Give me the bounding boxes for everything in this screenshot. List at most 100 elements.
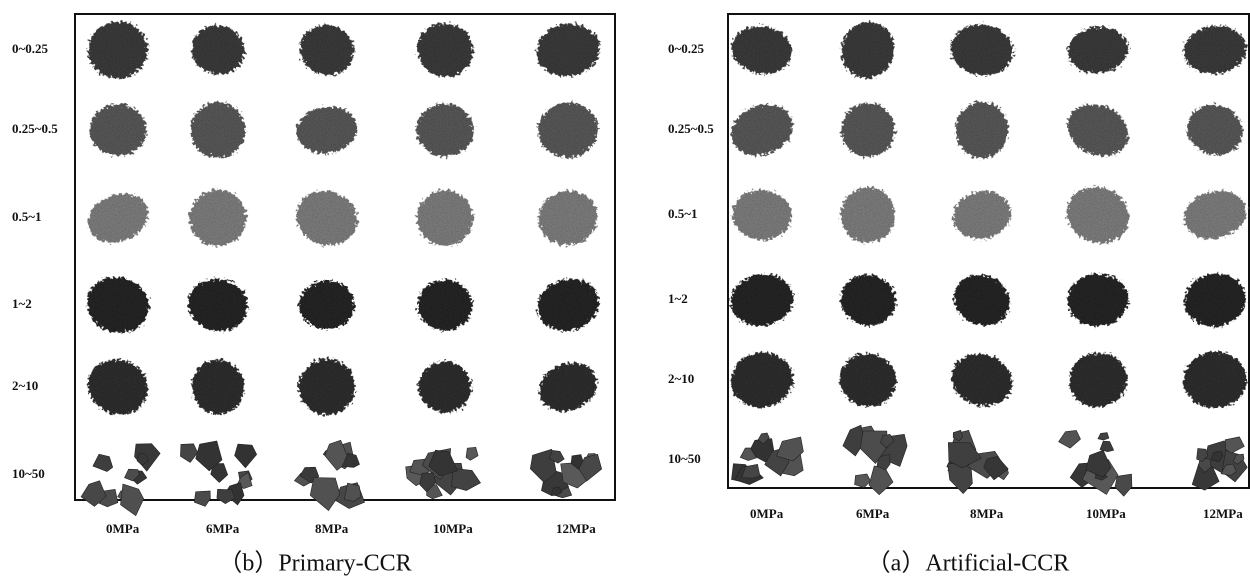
sample-photo xyxy=(416,190,474,246)
column-label: 10MPa xyxy=(433,521,473,536)
sample-fragment xyxy=(739,447,757,461)
sample-fragment xyxy=(465,446,479,461)
sample-photo xyxy=(417,279,473,331)
row-label: 0.5~1 xyxy=(12,209,42,224)
sample-fragment xyxy=(1210,450,1224,462)
sample-photo xyxy=(538,102,598,158)
sample-fragment xyxy=(1232,453,1245,465)
column-label: 0MPa xyxy=(106,521,140,536)
sample-fragment xyxy=(776,436,804,462)
sample-fragment xyxy=(309,477,341,512)
sample-photo xyxy=(1069,352,1127,408)
sample-photo xyxy=(537,279,599,331)
sample-fragment xyxy=(983,456,1009,481)
sample-photo xyxy=(296,106,358,154)
row-label: 0.5~1 xyxy=(668,206,698,221)
sample-photo xyxy=(86,277,150,333)
sample-photo xyxy=(89,104,147,156)
sample-fragment xyxy=(1114,473,1133,497)
sample-fragment xyxy=(92,453,114,472)
row-label: 0~0.25 xyxy=(12,41,49,56)
sample-photo xyxy=(188,278,248,332)
column-label: 12MPa xyxy=(1203,506,1243,521)
sample-fragment xyxy=(1220,463,1237,476)
sample-photo xyxy=(730,274,794,326)
sample-fragment xyxy=(1097,432,1110,441)
sample-photo xyxy=(950,24,1014,76)
sample-photo xyxy=(1183,25,1247,75)
sample-fragment xyxy=(1085,449,1112,478)
sample-photo xyxy=(954,274,1010,326)
sample-fragment xyxy=(216,488,236,504)
sample-fragment xyxy=(124,468,140,482)
row-label: 0.25~0.5 xyxy=(668,121,714,136)
sample-fragment xyxy=(1191,463,1220,491)
sample-fragment xyxy=(868,465,894,496)
sample-fragment xyxy=(80,480,107,507)
column-label: 10MPa xyxy=(1086,506,1126,521)
sample-fragment xyxy=(952,429,964,442)
sample-fragment xyxy=(1196,448,1209,462)
sample-fragment xyxy=(947,442,982,469)
sample-fragment xyxy=(451,467,481,491)
sample-fragment xyxy=(136,453,150,466)
row-label: 1~2 xyxy=(12,296,32,311)
sample-photo xyxy=(732,190,792,240)
sample-fragment xyxy=(880,433,895,449)
row-label: 0.25~0.5 xyxy=(12,121,58,136)
sample-photo xyxy=(951,353,1013,407)
sample-photo xyxy=(1184,273,1246,327)
sample-photo xyxy=(296,190,358,246)
sample-fragment xyxy=(757,432,770,445)
row-label: 10~50 xyxy=(668,451,701,466)
row-label: 0~0.25 xyxy=(668,41,705,56)
sample-photo xyxy=(87,193,149,243)
sample-fragment xyxy=(120,483,145,517)
sample-photo xyxy=(418,361,472,413)
sample-fragment xyxy=(876,453,891,471)
sample-fragment xyxy=(1058,430,1081,449)
sample-photo xyxy=(538,190,598,246)
sample-photo xyxy=(1187,104,1243,156)
sample-photo xyxy=(1183,351,1247,409)
sample-photo xyxy=(1067,26,1129,74)
sample-photo xyxy=(189,189,247,247)
sample-fragment xyxy=(842,424,865,457)
sample-fragment xyxy=(854,473,871,489)
column-label: 8MPa xyxy=(970,506,1004,521)
sample-photo xyxy=(1067,104,1129,156)
sample-photo xyxy=(839,353,897,407)
sample-photo xyxy=(298,359,356,415)
sample-fragment xyxy=(195,440,223,472)
sample-fragment xyxy=(428,449,458,477)
row-label: 10~50 xyxy=(12,466,45,481)
column-label: 8MPa xyxy=(315,521,349,536)
sample-photo xyxy=(417,23,473,77)
sample-photo xyxy=(955,101,1009,159)
sample-fragment xyxy=(210,463,229,483)
column-label: 0MPa xyxy=(750,506,784,521)
sample-fragment xyxy=(1198,457,1212,473)
sample-fragment xyxy=(859,430,888,464)
row-label: 1~2 xyxy=(668,291,688,306)
sample-photo xyxy=(416,103,474,157)
sample-fragment xyxy=(343,482,362,502)
sample-fragment xyxy=(548,450,565,464)
sample-fragment xyxy=(1099,440,1115,453)
sample-photo xyxy=(299,24,355,76)
caption: （b）Primary-CCR xyxy=(218,551,411,577)
sample-photo xyxy=(1183,190,1247,240)
sample-fragment xyxy=(1224,436,1245,454)
sample-photo xyxy=(841,21,895,79)
sample-fragment xyxy=(193,490,211,507)
sample-photo xyxy=(840,187,896,243)
row-label: 2~10 xyxy=(12,378,38,393)
sample-fragment xyxy=(578,453,603,482)
sample-photo xyxy=(731,26,793,74)
sample-fragment xyxy=(741,463,761,479)
sample-photo xyxy=(1066,186,1130,244)
panel-frame xyxy=(74,13,616,501)
column-label: 6MPa xyxy=(856,506,890,521)
